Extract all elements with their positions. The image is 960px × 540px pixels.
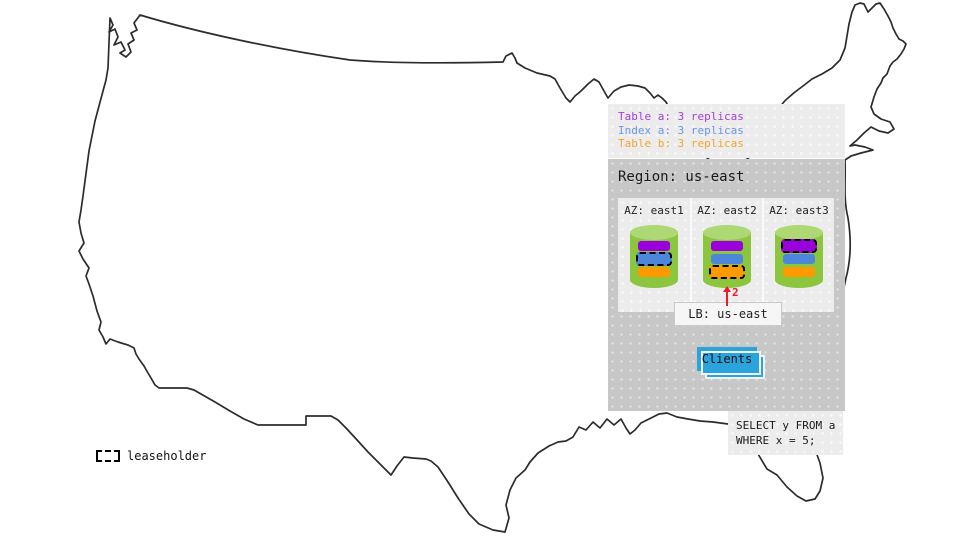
replica-bar-index-a-leaseholder	[636, 252, 672, 266]
arrow-stem	[726, 291, 728, 306]
db-cylinder-east1	[630, 225, 678, 288]
az-zone-east2: AZ: east2	[690, 198, 762, 312]
cylinder-top	[630, 225, 678, 240]
az-container: AZ: east1 AZ: east2 AZ: east3	[618, 198, 834, 312]
arrow-count-label: 2	[732, 286, 739, 299]
leaseholder-legend: leaseholder	[96, 449, 206, 463]
region-panel: Region: us-east AZ: east1 AZ: east2	[608, 159, 845, 411]
az-label-east3: AZ: east3	[769, 204, 829, 217]
request-arrow-up	[723, 286, 731, 306]
legend-item-table-b: Table b: 3 replicas	[618, 137, 744, 150]
replica-bar-table-b-leaseholder	[709, 265, 745, 279]
replica-legend-panel: Table a: 3 replicas Index a: 3 replicas …	[608, 104, 845, 158]
db-cylinder-east2	[703, 225, 751, 288]
region-title: Region: us-east	[618, 169, 745, 185]
replica-bar-index-a	[711, 254, 743, 264]
sql-line-1: SELECT y FROM a	[736, 419, 836, 432]
leaseholder-swatch-icon	[96, 450, 120, 462]
load-balancer-box: LB: us-east	[674, 302, 782, 326]
arrow-head-icon	[723, 286, 731, 292]
sql-query-box: SELECT y FROM a WHERE x = 5;	[728, 411, 843, 455]
az-zone-east1: AZ: east1	[618, 198, 690, 312]
replica-bar-table-a-leaseholder	[781, 239, 817, 253]
az-label-east2: AZ: east2	[697, 204, 757, 217]
sql-line-2: WHERE x = 5;	[736, 434, 816, 447]
az-zone-east3: AZ: east3	[762, 198, 834, 312]
replica-bar-table-b	[638, 267, 670, 277]
replica-bar-index-a	[783, 254, 815, 264]
clients-button: Clients	[697, 347, 765, 379]
az-label-east1: AZ: east1	[624, 204, 684, 217]
cylinder-top	[703, 225, 751, 240]
legend-item-table-a: Table a: 3 replicas	[618, 110, 744, 123]
replica-bar-table-b	[783, 267, 815, 277]
leaseholder-label: leaseholder	[127, 449, 207, 463]
cylinder-top	[775, 225, 823, 240]
replica-bar-table-a	[638, 241, 670, 251]
db-cylinder-east3	[775, 225, 823, 288]
replica-bar-table-a	[711, 241, 743, 251]
legend-item-index-a: Index a: 3 replicas	[618, 123, 744, 137]
